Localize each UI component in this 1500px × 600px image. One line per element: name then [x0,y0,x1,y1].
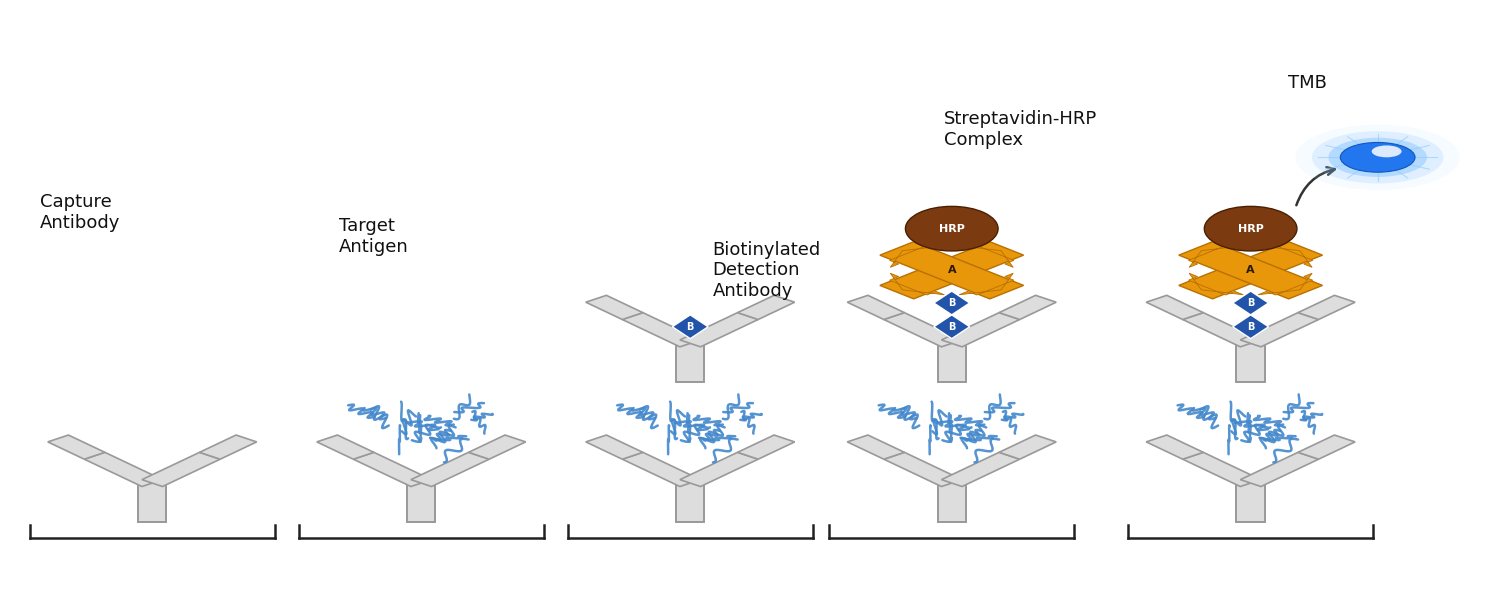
Polygon shape [1240,452,1318,487]
Circle shape [1312,131,1443,184]
Polygon shape [84,452,162,487]
FancyArrow shape [1188,245,1244,268]
Polygon shape [1179,242,1323,299]
Polygon shape [880,242,1023,299]
Polygon shape [354,452,432,487]
Text: Capture
Antibody: Capture Antibody [40,193,120,232]
FancyArrow shape [958,273,1014,295]
Polygon shape [586,435,644,459]
Polygon shape [680,313,758,347]
Circle shape [1346,144,1410,170]
FancyArrow shape [890,273,945,295]
Text: A: A [948,265,956,275]
FancyArrow shape [958,245,1014,268]
Polygon shape [48,435,105,459]
Polygon shape [884,313,962,347]
FancyBboxPatch shape [1236,343,1264,382]
Ellipse shape [1204,206,1298,251]
Ellipse shape [906,206,998,251]
FancyArrow shape [1258,273,1312,295]
FancyBboxPatch shape [676,483,705,522]
Polygon shape [738,295,795,320]
Polygon shape [622,313,701,347]
Circle shape [1371,145,1401,157]
FancyBboxPatch shape [138,483,166,522]
Polygon shape [1240,313,1318,347]
Text: B: B [1246,298,1254,308]
Text: B: B [1246,322,1254,332]
Polygon shape [1298,435,1354,459]
Polygon shape [1233,315,1269,338]
FancyArrow shape [1188,273,1244,295]
Polygon shape [1146,435,1203,459]
FancyArrow shape [890,245,945,268]
Polygon shape [1182,313,1262,347]
Polygon shape [942,313,1020,347]
Polygon shape [999,435,1056,459]
FancyBboxPatch shape [938,343,966,382]
Text: TMB: TMB [1288,74,1328,92]
FancyBboxPatch shape [406,483,435,522]
Polygon shape [1233,291,1269,315]
FancyArrow shape [1258,245,1312,268]
Polygon shape [942,452,1020,487]
Circle shape [1341,142,1414,172]
Polygon shape [738,435,795,459]
Polygon shape [847,295,904,320]
Text: B: B [948,298,956,308]
Polygon shape [1298,295,1354,320]
Text: Target
Antigen: Target Antigen [339,217,410,256]
Polygon shape [999,295,1056,320]
Polygon shape [1146,295,1203,320]
FancyBboxPatch shape [938,483,966,522]
Polygon shape [468,435,525,459]
Circle shape [1296,125,1460,190]
Text: Streptavidin-HRP
Complex: Streptavidin-HRP Complex [945,110,1098,149]
Text: A: A [1246,265,1256,275]
Polygon shape [934,291,969,315]
FancyBboxPatch shape [676,343,705,382]
Polygon shape [934,315,969,338]
Circle shape [1329,138,1426,177]
Polygon shape [622,452,701,487]
Polygon shape [316,435,374,459]
Polygon shape [680,452,758,487]
Polygon shape [880,242,1023,299]
Text: B: B [948,322,956,332]
Polygon shape [1179,242,1323,299]
Polygon shape [1182,452,1262,487]
Polygon shape [142,452,220,487]
Polygon shape [884,452,962,487]
Polygon shape [586,295,644,320]
FancyBboxPatch shape [1236,483,1264,522]
Text: B: B [687,322,694,332]
Polygon shape [847,435,904,459]
Text: HRP: HRP [1238,224,1263,233]
Text: HRP: HRP [939,224,964,233]
Text: Biotinylated
Detection
Antibody: Biotinylated Detection Antibody [712,241,821,300]
Polygon shape [200,435,256,459]
Polygon shape [672,315,708,338]
Polygon shape [411,452,489,487]
